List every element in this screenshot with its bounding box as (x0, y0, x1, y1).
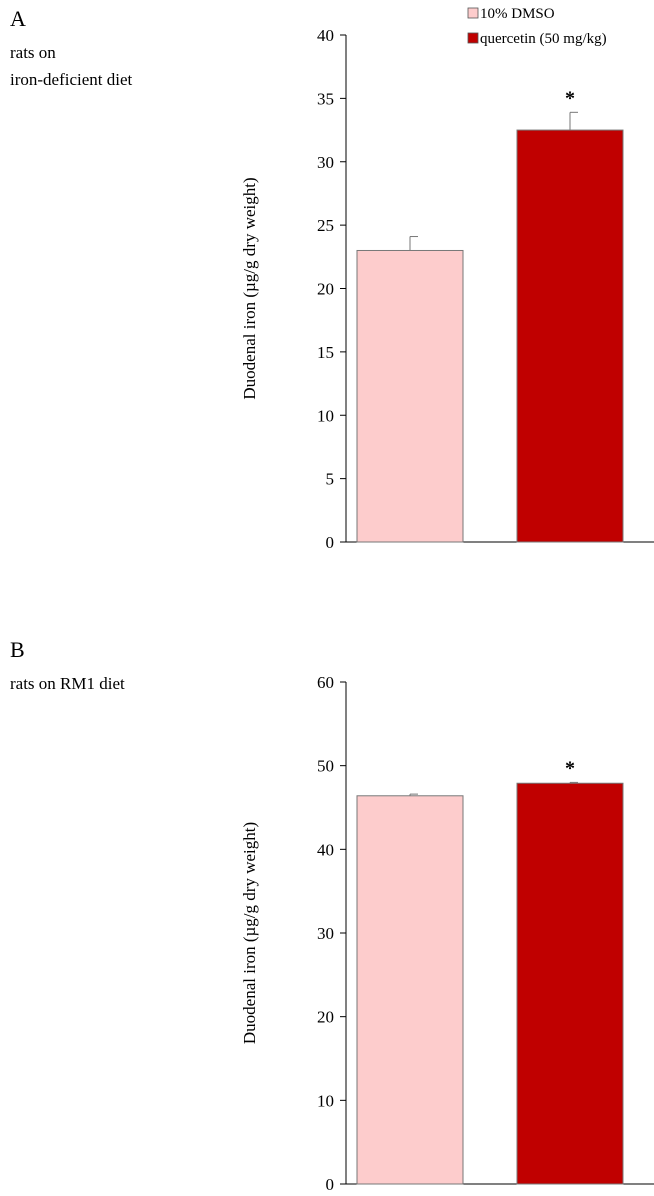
legend-swatch-dmso (467, 7, 479, 19)
y-tick-label-a: 5 (326, 470, 335, 489)
bar-a-0 (356, 249, 464, 543)
y-tick-label-a: 40 (317, 26, 334, 45)
legend-label-quercetin: quercetin (50 mg/kg) (480, 31, 607, 47)
y-tick-label-a: 10 (317, 406, 334, 425)
panel-caption-b-0: rats on RM1 diet (10, 674, 125, 693)
y-tick-label-b: 0 (326, 1175, 335, 1194)
y-tick-label-a: 35 (317, 89, 334, 108)
y-tick-label-b: 30 (317, 924, 334, 943)
panel-caption-a-0: rats on (10, 43, 56, 62)
significance-marker-a-1: * (565, 87, 575, 109)
y-axis-title-b: Duodenal iron (µg/g dry weight) (240, 822, 259, 1044)
y-tick-label-a: 25 (317, 216, 334, 235)
y-axis-title-a: Duodenal iron (µg/g dry weight) (240, 177, 259, 399)
panel-letter-b: B (10, 637, 25, 662)
y-tick-label-a: 20 (317, 280, 334, 299)
legend-swatch-quercetin (467, 32, 479, 44)
y-tick-label-b: 50 (317, 757, 334, 776)
y-tick-label-b: 40 (317, 840, 334, 859)
y-tick-label-a: 30 (317, 153, 334, 172)
y-tick-label-b: 20 (317, 1008, 334, 1027)
y-tick-label-a: 15 (317, 343, 334, 362)
y-tick-label-b: 60 (317, 673, 334, 692)
legend: 10% DMSO quercetin (50 mg/kg) (467, 6, 607, 47)
bar-a-1 (516, 129, 624, 543)
significance-marker-b-1: * (565, 757, 575, 779)
panel-letter-a: A (10, 6, 26, 31)
legend-label-dmso: 10% DMSO (480, 6, 555, 22)
y-tick-label-a: 0 (326, 533, 335, 552)
y-tick-label-b: 10 (317, 1091, 334, 1110)
bar-b-0 (356, 795, 464, 1185)
panel-caption-a-1: iron-deficient diet (10, 70, 133, 89)
bar-b-1 (516, 782, 624, 1185)
